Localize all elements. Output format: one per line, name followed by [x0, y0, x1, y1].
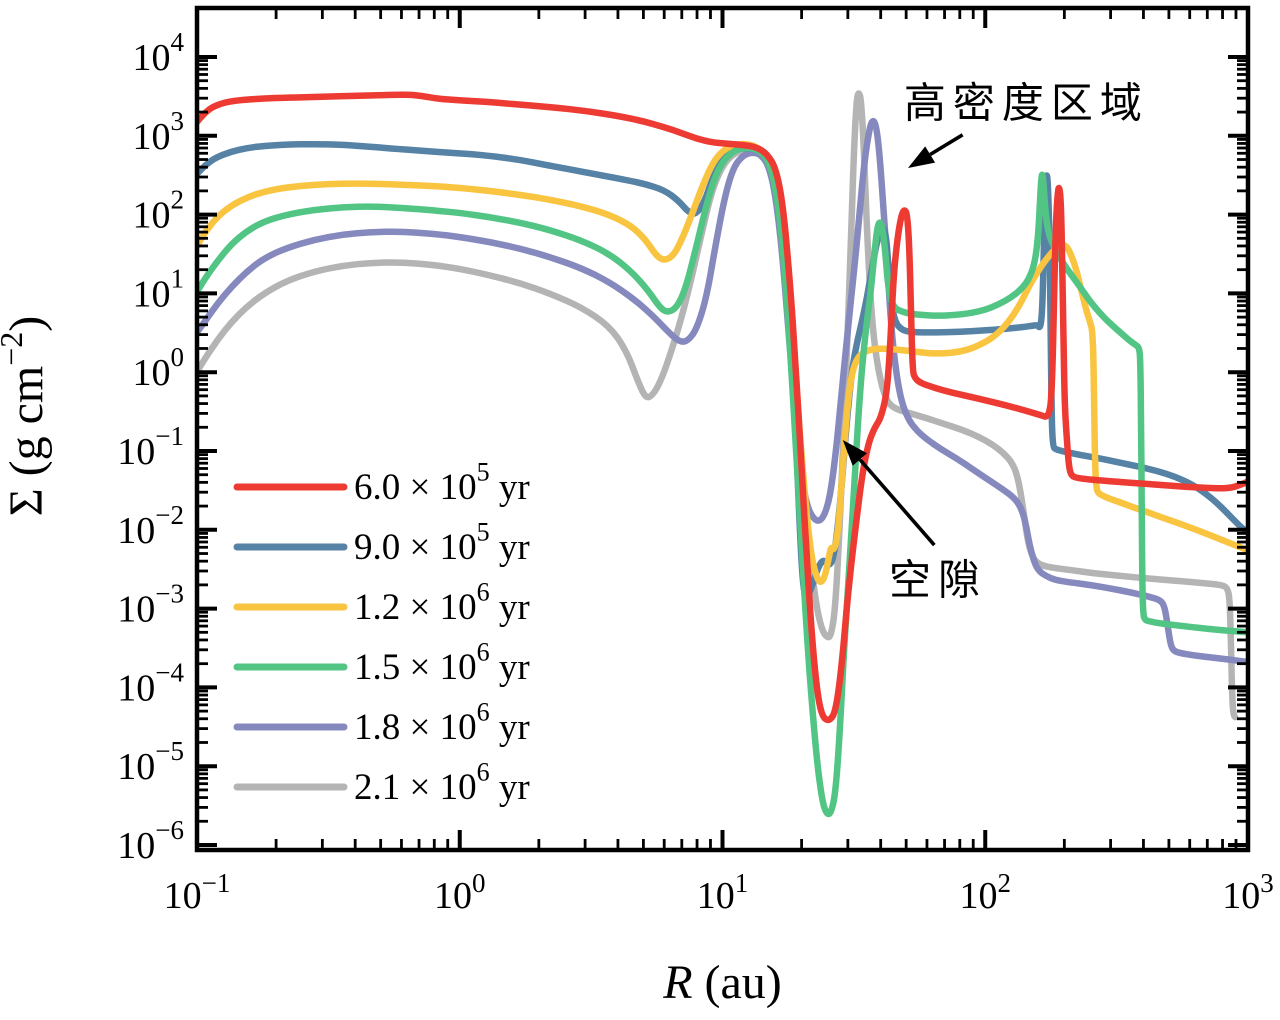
legend-item-t-1p2e6-yr: 1.2 × 106 yr — [233, 577, 530, 628]
y-tick-label-10e-4: 10−4 — [117, 657, 184, 709]
legend-item-t-6e5-yr: 6.0 × 105 yr — [233, 457, 530, 508]
annotation-high-density-region: 高密度区域 — [904, 80, 1149, 168]
y-tick-label-10e1: 101 — [133, 263, 185, 315]
x-tick-label-10e-1: 10−1 — [164, 868, 231, 917]
y-tick-label-10e-1: 10−1 — [117, 421, 184, 473]
y-tick-label-10e2: 102 — [133, 185, 185, 237]
annotation-arrow-line-high-density-region — [929, 133, 964, 157]
legend-item-t-9e5-yr: 9.0 × 105 yr — [233, 517, 530, 568]
annotation-text-high-density-region: 高密度区域 — [904, 80, 1149, 127]
annotation-text-gap: 空隙 — [889, 558, 987, 605]
legend-label-t-6e5-yr: 6.0 × 105 yr — [354, 457, 530, 508]
legend-label-t-1p5e6-yr: 1.5 × 106 yr — [354, 637, 530, 688]
y-tick-label-10e-3: 10−3 — [117, 579, 184, 631]
curves-group — [197, 90, 1248, 818]
legend: 6.0 × 105 yr 9.0 × 105 yr 1.2 × 106 yr 1.5 … — [233, 457, 530, 808]
y-tick-label-10e-6: 10−6 — [117, 815, 184, 867]
y-tick-label-10e4: 104 — [133, 27, 185, 79]
x-tick-label-10e1: 101 — [697, 868, 749, 917]
tick-labels: 10410310210110010−110−210−310−410−510−61… — [117, 27, 1273, 917]
legend-label-t-9e5-yr: 9.0 × 105 yr — [354, 517, 530, 568]
legend-item-t-1p8e6-yr: 1.8 × 106 yr — [233, 697, 530, 748]
legend-item-t-1p5e6-yr: 1.5 × 106 yr — [233, 637, 530, 688]
x-tick-label-10e3: 103 — [1222, 868, 1274, 917]
legend-label-t-1p8e6-yr: 1.8 × 106 yr — [354, 697, 530, 748]
y-tick-label-10e0: 100 — [133, 342, 185, 394]
curve-t-6e5-yr — [197, 91, 1248, 724]
annotation-gap: 空隙 — [842, 440, 987, 605]
curve-t-1p8e6-yr — [197, 117, 1248, 666]
annotation-arrowhead-high-density-region — [908, 146, 936, 168]
x-tick-label-10e2: 102 — [960, 868, 1012, 917]
y-axis-title: Σ (g cm−2) — [0, 316, 53, 517]
legend-label-t-1p2e6-yr: 1.2 × 106 yr — [354, 577, 530, 628]
curve-t-1p2e6-yr — [197, 140, 1248, 585]
y-tick-label-10e-2: 10−2 — [117, 500, 184, 552]
y-tick-label-10e-5: 10−5 — [117, 736, 184, 788]
y-tick-label-10e3: 103 — [133, 106, 185, 158]
legend-label-t-2p1e6-yr: 2.1 × 106 yr — [354, 757, 530, 808]
curve-t-2p1e6-yr — [197, 90, 1239, 721]
annotation-arrowhead-gap — [842, 440, 867, 466]
x-axis-title: R (au) — [662, 956, 782, 1009]
annotation-arrow-line-gap — [858, 458, 936, 547]
axis-ticks — [195, 8, 1250, 850]
x-tick-label-10e0: 100 — [434, 868, 486, 917]
curve-t-1p5e6-yr — [197, 144, 1248, 818]
legend-item-t-2p1e6-yr: 2.1 × 106 yr — [233, 757, 530, 808]
